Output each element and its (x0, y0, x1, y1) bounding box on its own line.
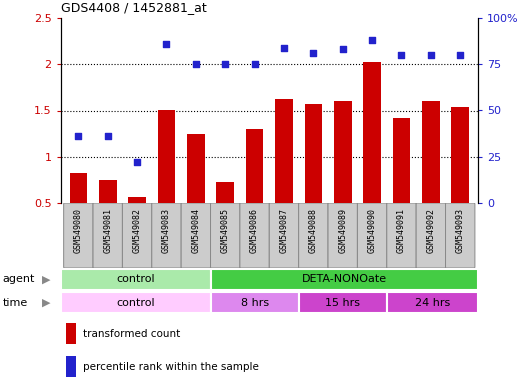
Text: GSM549080: GSM549080 (74, 208, 83, 253)
Text: transformed count: transformed count (83, 329, 181, 339)
Text: GSM549085: GSM549085 (221, 208, 230, 253)
Bar (70, 174, 87, 203)
Bar (216, 182, 234, 203)
Text: GSM549093: GSM549093 (456, 208, 465, 253)
Text: GSM549090: GSM549090 (367, 208, 376, 253)
Bar (334, 101, 352, 203)
Point (427, 52, 435, 58)
Bar (211, 269, 478, 290)
Bar (363, 62, 381, 203)
Bar (61, 269, 211, 290)
Bar (387, 292, 478, 313)
Text: GDS4408 / 1452881_at: GDS4408 / 1452881_at (61, 1, 206, 14)
Text: GSM549084: GSM549084 (191, 208, 200, 253)
Bar (66, 356, 76, 377)
Point (162, 41, 171, 47)
Text: ▶: ▶ (42, 298, 50, 308)
FancyBboxPatch shape (299, 203, 328, 268)
Bar (393, 118, 410, 203)
Bar (305, 104, 322, 203)
Point (309, 50, 317, 56)
FancyBboxPatch shape (416, 203, 446, 268)
Text: percentile rank within the sample: percentile rank within the sample (83, 361, 259, 371)
Text: GSM549092: GSM549092 (426, 208, 436, 253)
Point (74, 133, 82, 139)
FancyBboxPatch shape (240, 203, 269, 268)
Text: agent: agent (3, 275, 35, 285)
Point (338, 46, 347, 53)
FancyBboxPatch shape (93, 203, 122, 268)
Text: GSM549081: GSM549081 (103, 208, 112, 253)
Bar (187, 134, 205, 203)
Text: time: time (3, 298, 28, 308)
Text: ▶: ▶ (42, 275, 50, 285)
FancyBboxPatch shape (328, 203, 357, 268)
Bar (211, 292, 299, 313)
Text: DETA-NONOate: DETA-NONOate (301, 275, 386, 285)
Text: GSM549091: GSM549091 (397, 208, 406, 253)
Bar (275, 99, 293, 203)
Bar (246, 129, 263, 203)
Bar (158, 111, 175, 203)
Bar (128, 197, 146, 203)
Text: GSM549087: GSM549087 (279, 208, 288, 253)
Point (192, 61, 200, 67)
Bar (451, 107, 469, 203)
FancyBboxPatch shape (357, 203, 387, 268)
Text: 8 hrs: 8 hrs (241, 298, 269, 308)
Point (103, 133, 112, 139)
Bar (99, 180, 117, 203)
Text: 15 hrs: 15 hrs (325, 298, 360, 308)
Text: GSM549082: GSM549082 (133, 208, 142, 253)
Text: GSM549083: GSM549083 (162, 208, 171, 253)
FancyBboxPatch shape (211, 203, 240, 268)
FancyBboxPatch shape (122, 203, 152, 268)
Point (397, 52, 406, 58)
Point (280, 45, 288, 51)
Text: GSM549089: GSM549089 (338, 208, 347, 253)
FancyBboxPatch shape (387, 203, 416, 268)
Text: GSM549088: GSM549088 (309, 208, 318, 253)
Point (456, 52, 465, 58)
Point (250, 61, 259, 67)
Point (133, 159, 142, 166)
FancyBboxPatch shape (446, 203, 475, 268)
FancyBboxPatch shape (181, 203, 211, 268)
Text: 24 hrs: 24 hrs (414, 298, 450, 308)
Bar (61, 292, 211, 313)
Bar (66, 323, 76, 344)
Text: GSM549086: GSM549086 (250, 208, 259, 253)
Bar (422, 101, 440, 203)
Bar (299, 292, 387, 313)
Text: control: control (116, 275, 155, 285)
FancyBboxPatch shape (152, 203, 181, 268)
Point (221, 61, 230, 67)
Point (368, 37, 376, 43)
FancyBboxPatch shape (64, 203, 93, 268)
Text: control: control (116, 298, 155, 308)
FancyBboxPatch shape (269, 203, 299, 268)
